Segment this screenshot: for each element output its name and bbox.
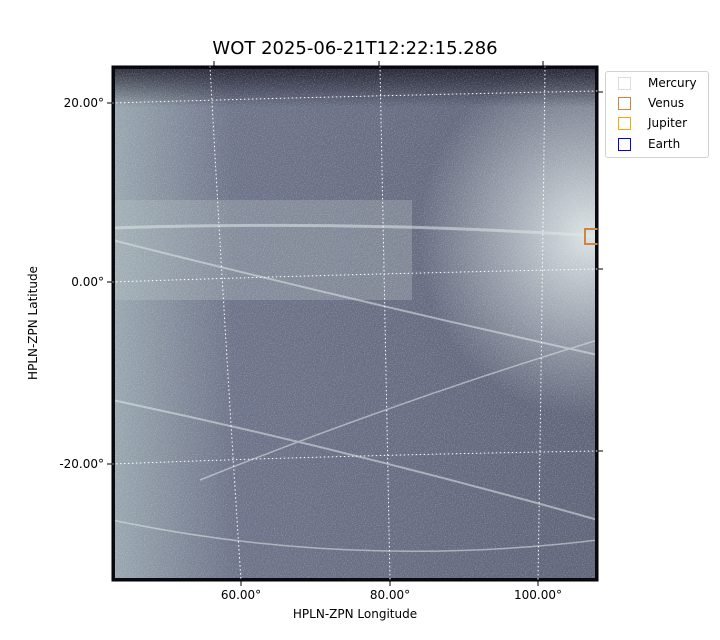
streaks: [112, 223, 598, 552]
legend-swatch: [618, 76, 631, 90]
y-axis-label: HPLN-ZPN Latitude: [26, 266, 40, 380]
legend-label: Venus: [648, 96, 685, 110]
legend-swatch: [618, 137, 631, 151]
x-tick-label: 80.00°: [369, 588, 411, 602]
y-tick-label: 20.00°: [63, 96, 104, 110]
x-tick-label: 60.00°: [220, 588, 262, 602]
x-tick-label: 100.00°: [514, 588, 562, 602]
legend-swatch: [618, 96, 631, 110]
x-axis-label: HPLN-ZPN Longitude: [292, 607, 418, 621]
legend-item-jupiter: Jupiter: [606, 113, 687, 133]
grid-lines: [112, 66, 598, 581]
y-tick-label: -20.00°: [59, 457, 104, 471]
legend-label: Jupiter: [648, 116, 688, 130]
legend: Mercury Venus Jupiter Earth: [605, 71, 709, 158]
axes-frame: [111, 65, 599, 582]
image-data: [112, 66, 598, 581]
chart-title: WOT 2025-06-21T12:22:15.286: [212, 38, 498, 59]
legend-item-earth: Earth: [606, 134, 680, 154]
legend-label: Earth: [648, 137, 681, 151]
legend-item-mercury: Mercury: [606, 73, 697, 93]
legend-swatch: [618, 116, 631, 130]
legend-item-venus: Venus: [606, 93, 684, 113]
legend-label: Mercury: [648, 76, 697, 90]
y-tick-label: 0.00°: [71, 275, 104, 289]
venus-marker: [584, 228, 598, 245]
tick-marks: [107, 61, 603, 586]
